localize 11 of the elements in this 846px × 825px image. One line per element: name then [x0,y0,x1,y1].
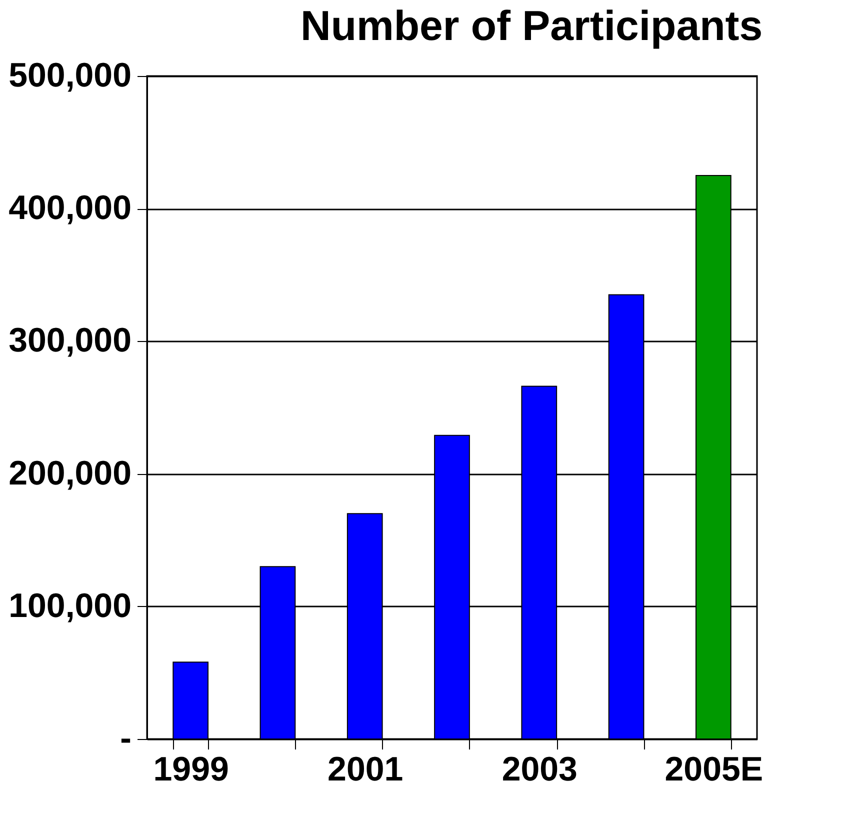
y-tick-label: 500,000 [8,56,132,94]
y-tick-label: 100,000 [8,586,132,625]
x-tick-label: 2001 [328,750,404,788]
x-tick-label: 2003 [502,750,578,788]
chart-title: Number of Participants [300,2,763,49]
y-tick-label: - [120,720,132,758]
y-tick-label: 400,000 [8,189,132,228]
x-tick-label: 1999 [153,750,229,788]
x-tick-label: 2005E [664,750,764,788]
y-tick-label: 300,000 [8,322,132,360]
y-tick-label: 200,000 [8,454,132,492]
